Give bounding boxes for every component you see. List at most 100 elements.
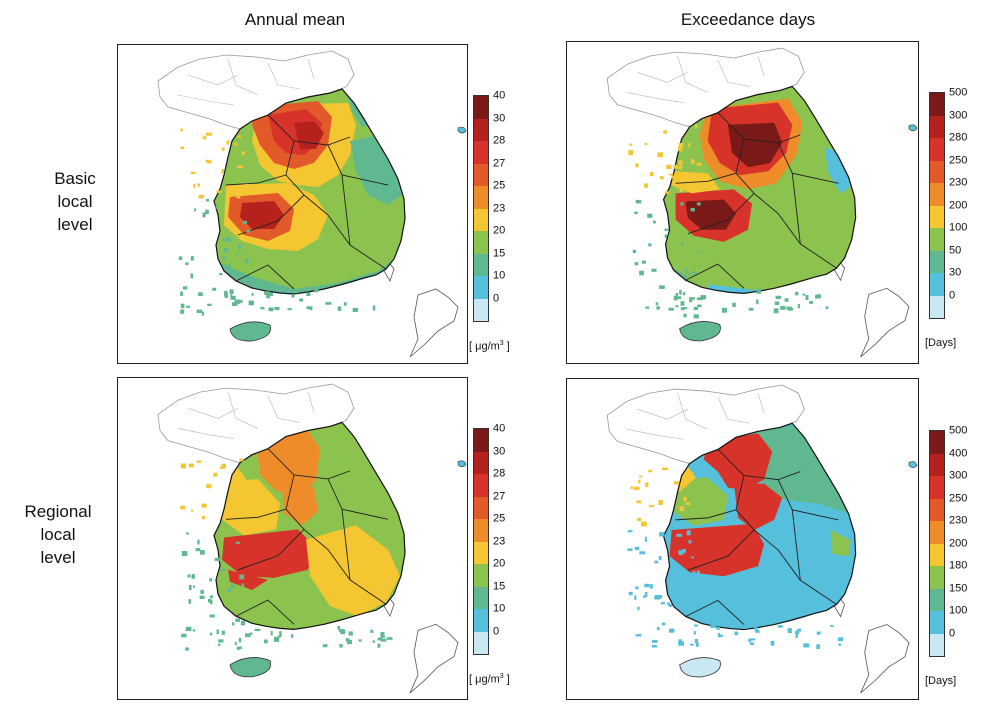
island-cell xyxy=(697,304,702,308)
island-cell xyxy=(219,273,223,276)
island-cell xyxy=(337,306,342,311)
island-cell xyxy=(247,486,253,492)
island-cell xyxy=(264,639,268,644)
island-cell xyxy=(694,624,698,627)
island-cell xyxy=(343,302,347,306)
island-cell xyxy=(241,583,245,587)
island-cell xyxy=(209,578,213,582)
island-cell xyxy=(247,189,250,194)
island-cell xyxy=(230,295,236,300)
legend-swatch xyxy=(474,631,488,654)
island-cell xyxy=(716,626,720,630)
legend-colorbar xyxy=(473,95,489,322)
island-cell xyxy=(348,631,353,636)
boundary-line xyxy=(307,58,315,80)
island-cell xyxy=(197,539,200,545)
island-cell xyxy=(299,298,304,302)
legend-swatch xyxy=(930,115,944,138)
legend-swatch xyxy=(930,566,944,589)
island-cell xyxy=(675,292,679,296)
island-cell xyxy=(264,291,270,295)
island-cell xyxy=(228,499,232,503)
island-cell xyxy=(633,486,640,490)
island-cell xyxy=(637,606,640,611)
legend-tick-label: 30 xyxy=(493,112,506,124)
row-label-line: local xyxy=(40,525,76,544)
island-cell xyxy=(241,151,245,155)
island-cell xyxy=(696,202,701,206)
island-cell xyxy=(678,146,683,152)
row-label-line: local xyxy=(57,192,93,211)
island-cell xyxy=(694,124,698,129)
legend-swatch xyxy=(474,118,488,141)
island-cell xyxy=(816,294,821,299)
legend-swatch xyxy=(474,519,488,542)
island-cell xyxy=(197,183,200,187)
island-cell xyxy=(636,500,642,504)
legend-tick-label: 0 xyxy=(493,625,500,637)
island-cell xyxy=(696,162,702,167)
island-cell xyxy=(786,306,792,310)
legend-swatch xyxy=(930,250,944,273)
boundary-line xyxy=(267,62,301,90)
island-cell xyxy=(201,515,205,520)
island-cell xyxy=(648,243,652,247)
island-cell xyxy=(221,630,225,635)
island-cell xyxy=(656,306,661,310)
boundary-line xyxy=(307,392,315,413)
island-cell xyxy=(230,294,233,298)
island-cell xyxy=(237,165,244,168)
concentration-region xyxy=(830,529,851,557)
island-cell xyxy=(777,625,783,628)
island-cell xyxy=(268,307,274,312)
island-cell xyxy=(675,296,682,300)
japan-coast xyxy=(409,623,459,694)
legend-swatch xyxy=(930,273,944,296)
island-cell xyxy=(322,644,328,648)
island-cell xyxy=(380,635,385,638)
island-cell xyxy=(186,532,189,535)
island-cell xyxy=(689,297,693,303)
legend-tick-label: 0 xyxy=(949,627,956,639)
map-panel-regional-annual-mean xyxy=(117,377,468,700)
island-cell xyxy=(658,500,663,505)
island-cell xyxy=(678,165,682,170)
island-cell xyxy=(209,614,215,618)
island-cell xyxy=(680,301,685,306)
concentration-region xyxy=(228,569,268,590)
island-cell xyxy=(274,636,280,642)
island-cell xyxy=(803,643,810,648)
island-cell xyxy=(260,307,265,310)
island-cell xyxy=(386,637,393,640)
island-cell xyxy=(756,288,762,294)
island-cell xyxy=(628,591,633,596)
island-cell xyxy=(338,629,345,632)
island-cell xyxy=(212,287,217,291)
province-boundary xyxy=(717,449,801,481)
island-cell xyxy=(721,307,727,313)
island-cell xyxy=(634,546,640,551)
island-cell xyxy=(246,229,251,233)
column-title-annual-mean: Annual mean xyxy=(244,10,346,29)
island-cell xyxy=(660,602,665,605)
island-cell xyxy=(221,463,226,469)
ulleung-island xyxy=(457,126,467,134)
island-cell xyxy=(180,146,185,150)
island-cell xyxy=(696,570,700,575)
legend-tick-label: 50 xyxy=(949,244,962,256)
province-boundary xyxy=(267,114,351,146)
island-cell xyxy=(245,259,249,264)
province-boundary xyxy=(267,448,351,480)
column-title-exceedance-days: Exceedance days xyxy=(680,10,816,29)
legend-swatch xyxy=(930,183,944,206)
island-cell xyxy=(683,496,687,502)
island-cell xyxy=(352,307,358,312)
province-boundary xyxy=(687,529,755,571)
legend-swatch xyxy=(474,141,488,164)
island-cell xyxy=(277,635,282,638)
legend-swatch xyxy=(474,474,488,497)
island-cell xyxy=(749,638,756,641)
island-cell xyxy=(719,634,723,637)
province-boundary xyxy=(687,193,755,235)
island-cell xyxy=(693,314,699,319)
